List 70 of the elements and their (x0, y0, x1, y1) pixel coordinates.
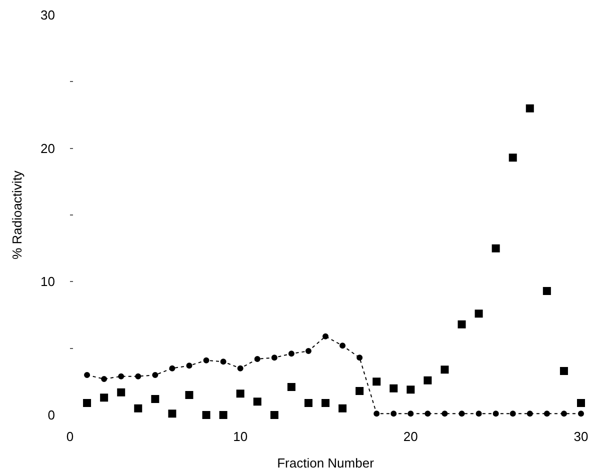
point (305, 348, 312, 354)
point (101, 376, 108, 382)
point (492, 244, 500, 252)
point (544, 410, 550, 417)
point (202, 411, 210, 419)
point (440, 366, 449, 374)
point (338, 404, 347, 412)
point (424, 410, 431, 417)
point (508, 154, 517, 162)
point (424, 376, 432, 384)
point (577, 399, 585, 407)
point (458, 320, 466, 328)
y-tick-label: 20 (40, 140, 55, 156)
point (372, 378, 381, 386)
point (390, 384, 398, 392)
point (151, 395, 160, 403)
point (236, 390, 244, 398)
point (356, 387, 364, 395)
x-tick-label: 20 (403, 429, 418, 444)
x-tick-label: 0 (66, 429, 74, 444)
point (406, 386, 415, 394)
y-axis-title: % Radioactivity (9, 170, 24, 260)
point (322, 399, 330, 407)
x-tick-label: 30 (574, 429, 588, 444)
point (374, 410, 380, 417)
y-tick-label: 0 (48, 408, 55, 423)
point (270, 411, 278, 419)
point (474, 310, 483, 318)
point (185, 391, 194, 399)
point (117, 388, 126, 396)
point (492, 410, 499, 417)
point (168, 410, 176, 418)
point (526, 410, 533, 417)
point (476, 410, 482, 417)
point (304, 399, 312, 407)
y-tick-label: 30 (40, 8, 55, 23)
point (134, 404, 142, 412)
point (271, 354, 278, 361)
point (118, 373, 124, 380)
point (560, 410, 567, 417)
point (340, 342, 346, 349)
point (83, 399, 92, 407)
point (288, 350, 294, 357)
point (322, 333, 328, 340)
point (220, 358, 226, 365)
y-tick-label: 10 (40, 274, 55, 290)
point (458, 410, 465, 417)
point (237, 365, 244, 372)
point (560, 367, 568, 375)
point (152, 372, 158, 378)
point (186, 362, 192, 369)
point (84, 372, 90, 378)
x-axis-title: Fraction Number (277, 456, 375, 471)
point (390, 410, 397, 417)
point (578, 410, 584, 417)
point (287, 383, 296, 391)
point (442, 410, 448, 417)
point (203, 357, 210, 364)
point (254, 356, 260, 362)
point (219, 411, 228, 419)
point (253, 398, 262, 406)
point (408, 410, 414, 417)
point (526, 104, 534, 112)
point (356, 354, 363, 361)
point (510, 410, 516, 417)
point (135, 373, 142, 380)
point (169, 365, 176, 372)
point (100, 394, 108, 402)
x-tick-label: 10 (233, 429, 248, 444)
point (542, 287, 551, 295)
